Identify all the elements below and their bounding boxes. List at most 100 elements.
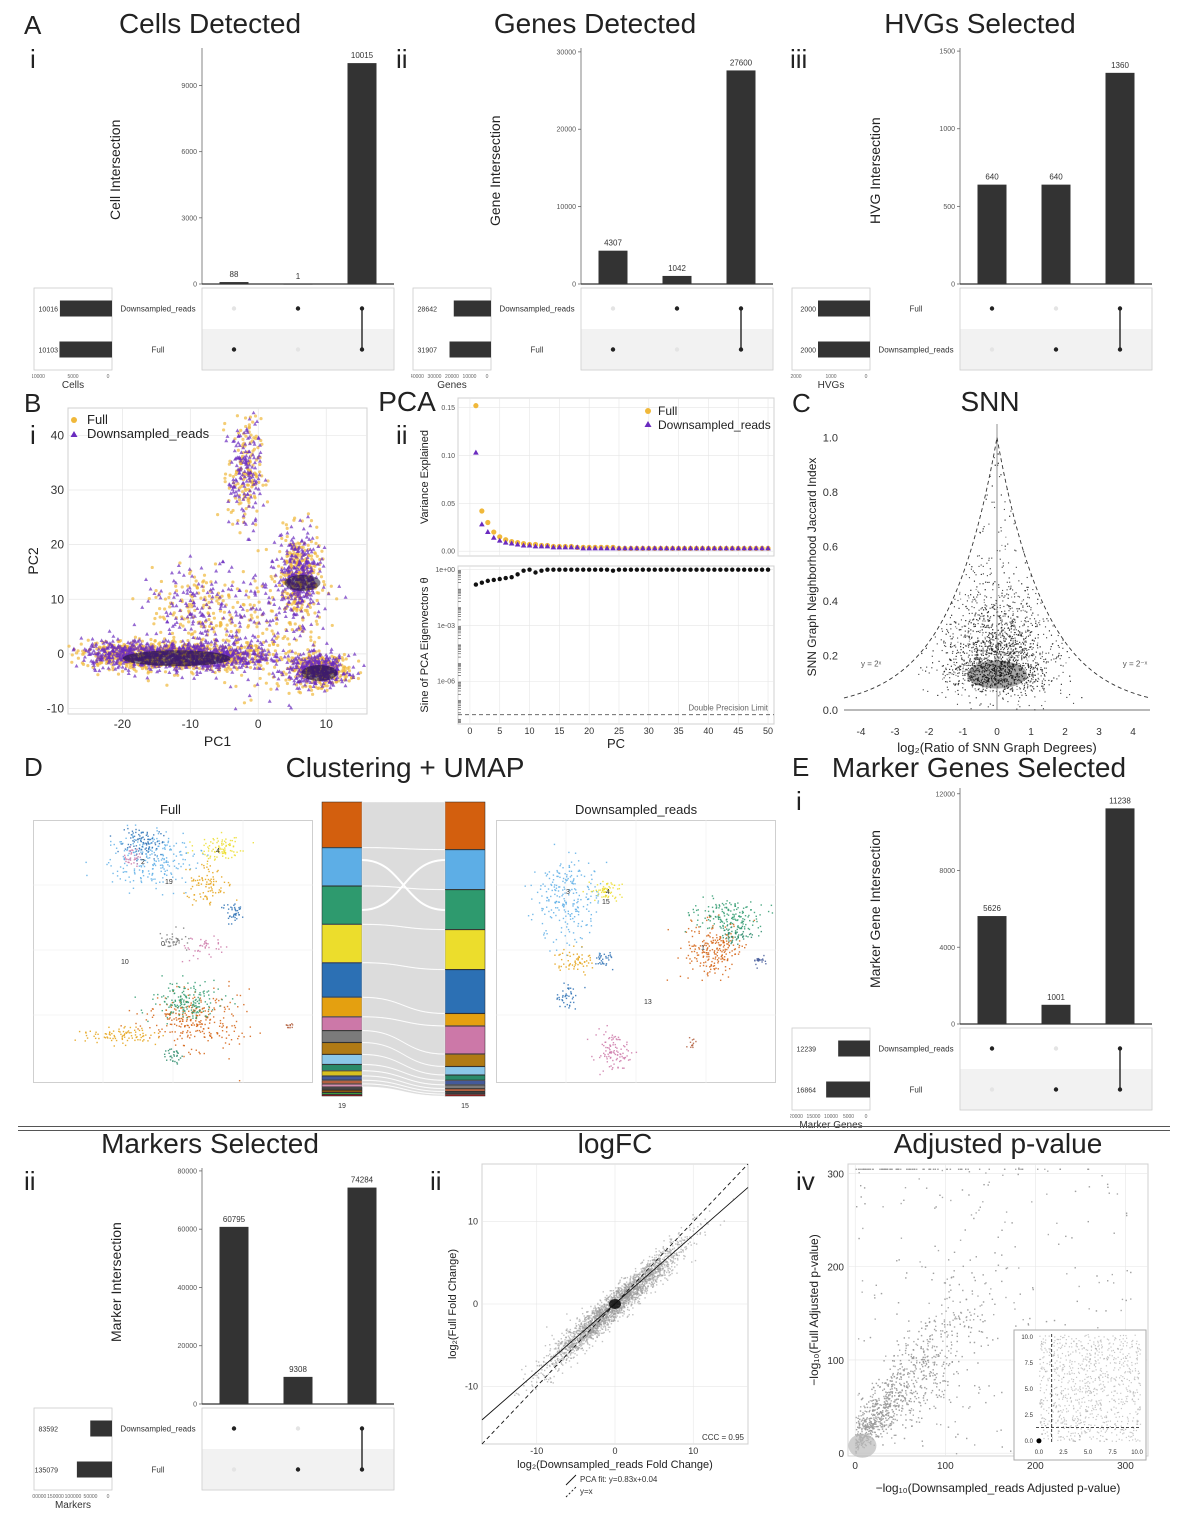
full-point [241, 570, 245, 574]
downsampled-point [191, 591, 196, 595]
full-point [236, 600, 240, 604]
downsampled-point [351, 665, 356, 669]
genes-detected-title: Genes Detected [493, 8, 697, 39]
sine-point [551, 567, 556, 572]
variance-down-point [640, 545, 646, 551]
downsampled-point [259, 642, 264, 646]
downsampled-point [227, 609, 232, 614]
full-point [181, 624, 185, 628]
downsampled-point [275, 654, 280, 659]
snn-point [1003, 653, 1005, 655]
downsampled-point [322, 688, 327, 693]
downsampled-point [188, 598, 193, 602]
full-point [325, 688, 329, 692]
full-point [202, 579, 206, 583]
variance-down-point [592, 545, 598, 551]
downsampled-point [283, 609, 288, 614]
precision-limit-label: Double Precision Limit [688, 704, 768, 713]
snn-point [977, 590, 979, 592]
downsampled-point [182, 642, 187, 646]
full-point [258, 676, 262, 681]
downsampled-point [234, 443, 239, 448]
downsampled-point [297, 669, 302, 673]
downsampled-point [218, 663, 223, 667]
full-point [163, 597, 168, 601]
snn-point [948, 673, 950, 675]
downsampled-point [228, 491, 233, 495]
variance-down-point [544, 543, 551, 549]
downsampled-point [231, 484, 236, 489]
upset-bar [598, 250, 628, 284]
downsampled-point [262, 656, 267, 661]
full-point [252, 603, 256, 607]
downsampled-point [301, 625, 306, 630]
sine-point [736, 567, 741, 572]
downsampled-point [293, 553, 298, 558]
snn-point [1021, 631, 1023, 634]
downsampled-point [186, 642, 191, 646]
downsampled-point [110, 644, 115, 648]
sine-point [521, 568, 526, 573]
downsampled-point [308, 523, 313, 528]
full-point [308, 684, 312, 688]
downsampled-point [246, 458, 251, 463]
downsampled-point [290, 571, 295, 576]
full-point [315, 622, 319, 626]
downsampled-point [305, 555, 310, 560]
downsampled-point [193, 643, 198, 648]
downsampled-point [287, 670, 292, 674]
downsampled-point [279, 543, 284, 547]
snn-point [1034, 665, 1037, 667]
downsampled-point [241, 445, 246, 450]
downsampled-point [82, 647, 87, 651]
downsampled-point [253, 573, 258, 577]
full-point [247, 423, 251, 427]
density-core [301, 665, 338, 682]
downsampled-point [239, 465, 244, 470]
downsampled-point [308, 596, 313, 601]
downsampled-point [285, 660, 290, 664]
downsampled-point [234, 499, 239, 503]
full-point [284, 678, 288, 682]
x-axis-label: PC [607, 736, 625, 751]
full-point [284, 651, 288, 656]
variance-down-point [532, 543, 539, 549]
full-point [208, 624, 212, 629]
full-point [296, 541, 300, 545]
downsampled-point [245, 491, 250, 496]
variance-down-point [663, 545, 670, 551]
full-point [300, 519, 304, 523]
full-point [285, 554, 289, 559]
full-point [154, 611, 159, 616]
snn-point [952, 646, 954, 648]
density-core [284, 574, 321, 591]
full-point [329, 584, 333, 588]
set-size-value: 10016 [39, 307, 59, 314]
downsampled-point [255, 419, 260, 423]
full-point [133, 635, 138, 639]
full-point [199, 596, 203, 600]
ytick-label: 20 [51, 538, 65, 552]
downsampled-point [224, 662, 229, 666]
downsampled-point [161, 639, 166, 644]
full-point [255, 509, 259, 513]
full-point [245, 609, 249, 613]
full-point [309, 554, 314, 558]
downsampled-point [289, 596, 294, 601]
snn-point [1001, 544, 1003, 546]
downsampled-point [242, 669, 247, 674]
variance-down-point [556, 544, 563, 550]
downsampled-point [292, 565, 297, 570]
downsampled-point [294, 627, 299, 632]
full-point [222, 428, 226, 432]
downsampled-point [214, 568, 219, 573]
upset-bar-label: 88 [230, 270, 239, 279]
full-point [314, 619, 318, 623]
full-point [231, 522, 235, 526]
full-point [86, 638, 90, 642]
downsampled-point [163, 638, 168, 642]
downsampled-point [220, 588, 225, 593]
downsampled-point [242, 491, 247, 496]
downsampled-point [242, 455, 247, 459]
variance-down-point [616, 545, 622, 551]
